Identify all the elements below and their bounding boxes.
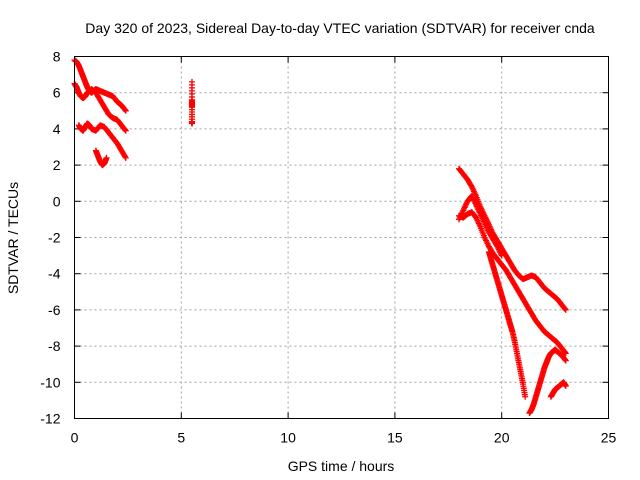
y-tick-label: 0 <box>53 193 61 209</box>
data-point <box>562 356 569 363</box>
x-tick-label: 25 <box>601 430 617 446</box>
data-point <box>562 349 569 356</box>
data-point <box>122 106 129 113</box>
series-arc-3 <box>75 120 129 161</box>
data-point <box>562 357 569 364</box>
series-arc-8 <box>455 192 505 259</box>
y-tick-label: -2 <box>48 230 61 246</box>
data-point <box>522 393 529 400</box>
y-tick-label: -8 <box>48 338 61 354</box>
y-tick-label: -10 <box>40 374 60 390</box>
x-tick-label: 0 <box>71 430 79 446</box>
data-point <box>122 153 129 160</box>
series-arc-10 <box>526 346 569 417</box>
grid-layer <box>74 56 609 419</box>
data-point <box>122 127 129 134</box>
data-point <box>103 154 110 161</box>
data-point <box>562 350 569 357</box>
x-tick-label: 15 <box>387 430 403 446</box>
chart-title: Day 320 of 2023, Sidereal Day-to-day VTE… <box>85 20 595 36</box>
x-axis-label: GPS time / hours <box>288 458 395 474</box>
data-point <box>122 107 129 114</box>
data-point <box>562 306 569 313</box>
series-arc-9 <box>485 248 529 400</box>
points-layer <box>71 57 569 417</box>
ticks-layer: 0 5 10 15 20 25 -12 -10 -8 -6 -4 -2 0 2 4 6 8 <box>40 49 616 446</box>
data-point <box>562 382 569 389</box>
y-tick-label: 4 <box>53 121 61 137</box>
y-tick-label: 6 <box>53 85 61 101</box>
x-tick-label: 5 <box>177 430 185 446</box>
y-tick-label: 8 <box>53 49 61 65</box>
series-arc-7 <box>455 209 569 357</box>
x-tick-label: 10 <box>280 430 296 446</box>
data-point <box>188 120 195 127</box>
y-tick-label: -6 <box>48 302 61 318</box>
y-tick-label: -12 <box>40 411 60 427</box>
x-tick-label: 20 <box>494 430 510 446</box>
plot-frame <box>74 56 609 419</box>
series-arc-4 <box>92 147 110 169</box>
data-point <box>562 305 569 312</box>
data-point <box>498 252 505 259</box>
series-arc-11 <box>547 379 569 400</box>
y-axis-label: SDTVAR / TECUs <box>5 182 21 294</box>
series-arc-5 <box>188 78 195 127</box>
y-tick-label: -4 <box>48 266 61 282</box>
series-arc-6 <box>455 165 569 313</box>
data-point <box>122 126 129 133</box>
y-tick-label: 2 <box>53 157 61 173</box>
data-point <box>122 154 129 161</box>
